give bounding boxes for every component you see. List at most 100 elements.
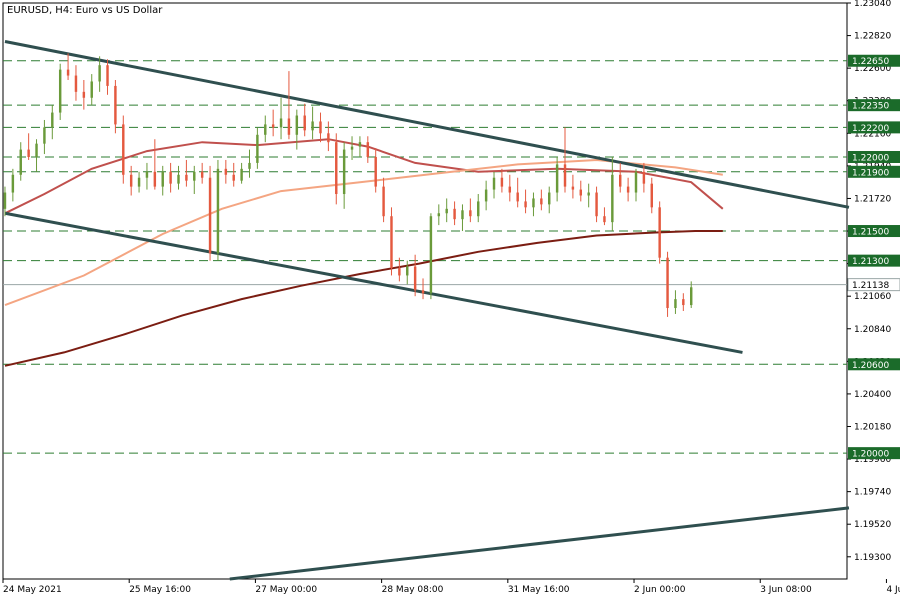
candle-up (58, 63, 62, 120)
candle-body (216, 168, 220, 254)
candle-body (595, 192, 598, 217)
candle-body (19, 149, 22, 175)
candle-up (11, 168, 15, 202)
candle-body (224, 168, 228, 175)
candle-body (264, 124, 267, 135)
candle-body (626, 186, 630, 193)
candle-down (619, 162, 622, 193)
candle-up (477, 194, 480, 223)
candle-body (51, 112, 54, 128)
candle-body (508, 186, 512, 193)
trendline-support-line (229, 506, 850, 581)
time-axis: 24 May 2021 25 May 16:00 27 May 00:00 28 Ma… (2, 579, 900, 595)
candle-body (642, 171, 646, 184)
candle-body (611, 174, 614, 223)
candle-down (508, 174, 512, 202)
candle-body (319, 121, 322, 134)
candle-down (516, 177, 519, 208)
candle-down (232, 162, 235, 187)
candle-up (445, 198, 448, 223)
time-tick-label: 3 Jun 08:00 (760, 585, 812, 595)
candle-body (477, 201, 480, 217)
candle-up (634, 168, 638, 202)
candle-body (555, 164, 559, 193)
candle-up (358, 136, 362, 157)
price-tick-label: 1.21720 (854, 194, 891, 204)
candle-body (66, 69, 70, 76)
candle-down (271, 109, 275, 137)
candle-body (11, 174, 15, 193)
level-label: 1.22650 (852, 57, 889, 67)
candle-up (145, 162, 149, 190)
candle-body (74, 75, 78, 92)
candle-up (461, 204, 464, 232)
level-label-box (848, 358, 900, 371)
candle-body (342, 149, 346, 195)
candle-body (674, 299, 677, 309)
candle-body (161, 171, 164, 187)
candle-body (382, 186, 385, 217)
candle-up (532, 192, 535, 217)
time-tick-label: 24 May 2021 (3, 585, 62, 595)
time-tick-label: 27 May 00:00 (255, 585, 317, 595)
plot-frame (2, 2, 848, 580)
candle-down (208, 165, 212, 261)
candle-down (595, 186, 598, 223)
candle-body (295, 115, 299, 135)
candle-body (287, 118, 291, 135)
candle-up (611, 156, 614, 232)
level-label-box (848, 254, 900, 267)
price-tick-label: 1.23040 (854, 0, 891, 9)
candle-body (548, 192, 551, 205)
trendline-lower-channel (4, 211, 743, 354)
candle-body (185, 174, 188, 181)
candle-down (398, 257, 401, 282)
candle-down (153, 139, 157, 190)
candle-body (461, 210, 464, 220)
candle-body (335, 142, 338, 195)
candle-body (240, 168, 243, 181)
candle-body (469, 210, 472, 217)
chart-title: EURUSD, H4: Euro vs US Dollar (7, 5, 163, 16)
candle-down (287, 71, 291, 140)
trendline-upper-channel (4, 40, 850, 209)
candle-body (358, 142, 362, 147)
candle-up (350, 136, 354, 160)
candle-body (27, 149, 30, 157)
candle-up (484, 180, 488, 211)
level-label: 1.21500 (852, 228, 889, 238)
level-label: 1.20600 (852, 361, 889, 371)
candle-down (185, 159, 188, 187)
candle-up (342, 142, 346, 209)
candle-body (587, 192, 590, 196)
candle-body (248, 162, 251, 169)
level-label-box (848, 99, 900, 112)
candle-up (587, 183, 590, 208)
candle-body (145, 171, 149, 178)
candle-body (193, 171, 196, 181)
candle-body (500, 177, 504, 187)
candle-body (137, 177, 141, 187)
candle-up (19, 142, 22, 181)
price-axis: 1.230401.228201.226001.223801.221601.219… (847, 0, 900, 563)
candle-body (540, 198, 543, 205)
time-tick-label: 31 May 16:00 (508, 585, 570, 595)
candle-body (437, 213, 441, 217)
candle-body (279, 118, 283, 128)
candle-body (256, 134, 259, 163)
level-label: 1.22200 (852, 124, 889, 134)
candle-body (366, 142, 370, 157)
candle-body (374, 156, 377, 187)
candle-down (382, 177, 385, 223)
candle-down (563, 127, 567, 193)
candle-up (555, 156, 559, 202)
price-tick-label: 1.19520 (854, 520, 891, 530)
candle-up (248, 149, 251, 178)
candle-up (311, 106, 314, 140)
candle-up (3, 186, 7, 217)
candle-body (453, 208, 456, 220)
candle-up (492, 171, 496, 199)
candle-body (106, 65, 109, 86)
candle-body (3, 192, 7, 209)
